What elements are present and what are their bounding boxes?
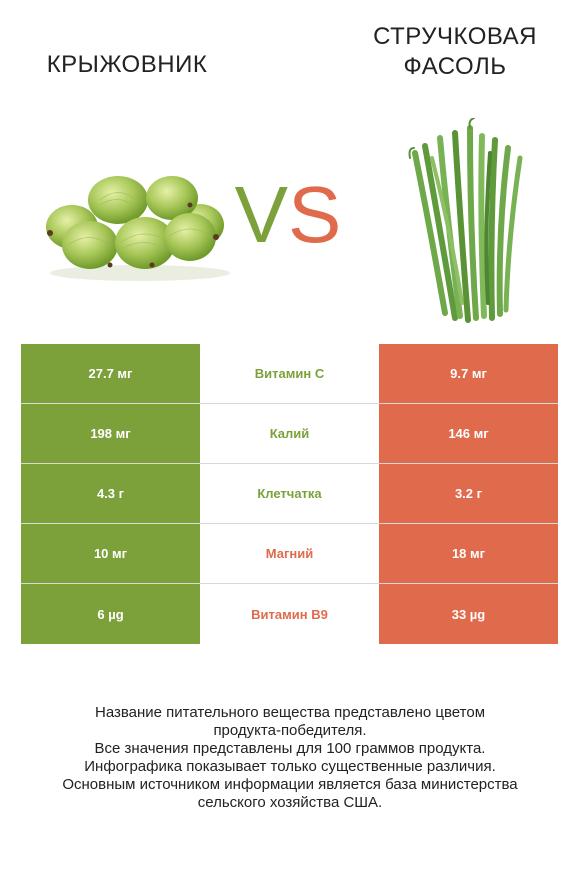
right-value: 146 мг — [379, 404, 558, 463]
left-value: 27.7 мг — [21, 344, 200, 403]
right-value: 18 мг — [379, 524, 558, 583]
table-row: 10 мг Магний 18 мг — [21, 524, 558, 584]
right-value: 33 µg — [379, 584, 558, 644]
footnote-line: Название питательного вещества представл… — [94, 704, 486, 721]
table-row: 4.3 г Клетчатка 3.2 г — [21, 464, 558, 524]
nutrient-name: Клетчатка — [200, 464, 379, 523]
vs-label: VS — [234, 170, 342, 259]
green-beans-image — [408, 118, 523, 323]
left-value: 10 мг — [21, 524, 200, 583]
left-value: 6 µg — [21, 584, 200, 644]
nutrient-name: Витамин C — [200, 344, 379, 403]
nutrient-name: Витамин B9 — [200, 584, 379, 644]
left-value: 4.3 г — [21, 464, 200, 523]
right-product-title: СТРУЧКОВАЯ ФАСОЛЬ — [350, 22, 560, 82]
left-product-title: КРЫЖОВНИК — [46, 51, 208, 78]
footnote-line: сельского хозяйства США. — [197, 794, 383, 811]
right-value: 3.2 г — [379, 464, 558, 523]
right-value: 9.7 мг — [379, 344, 558, 403]
gooseberry-image — [46, 176, 230, 281]
footnote: Название питательного вещества представл… — [20, 704, 560, 812]
table-row: 6 µg Витамин B9 33 µg — [21, 584, 558, 644]
nutrient-name: Магний — [200, 524, 379, 583]
table-row: 198 мг Калий 146 мг — [21, 404, 558, 464]
right-product-title-line1: СТРУЧКОВАЯ — [373, 23, 537, 50]
footnote-line: Инфографика показывает только существенн… — [84, 758, 496, 775]
left-value: 198 мг — [21, 404, 200, 463]
table-row: 27.7 мг Витамин C 9.7 мг — [21, 344, 558, 404]
footnote-line: Все значения представлены для 100 граммо… — [94, 740, 486, 757]
nutrient-name: Калий — [200, 404, 379, 463]
footnote-line: продукта-победителя. — [213, 722, 367, 739]
comparison-table: 27.7 мг Витамин C 9.7 мг 198 мг Калий 14… — [21, 344, 558, 644]
right-product-title-line2: ФАСОЛЬ — [403, 53, 507, 80]
footnote-line: Основным источником информации является … — [62, 776, 518, 793]
